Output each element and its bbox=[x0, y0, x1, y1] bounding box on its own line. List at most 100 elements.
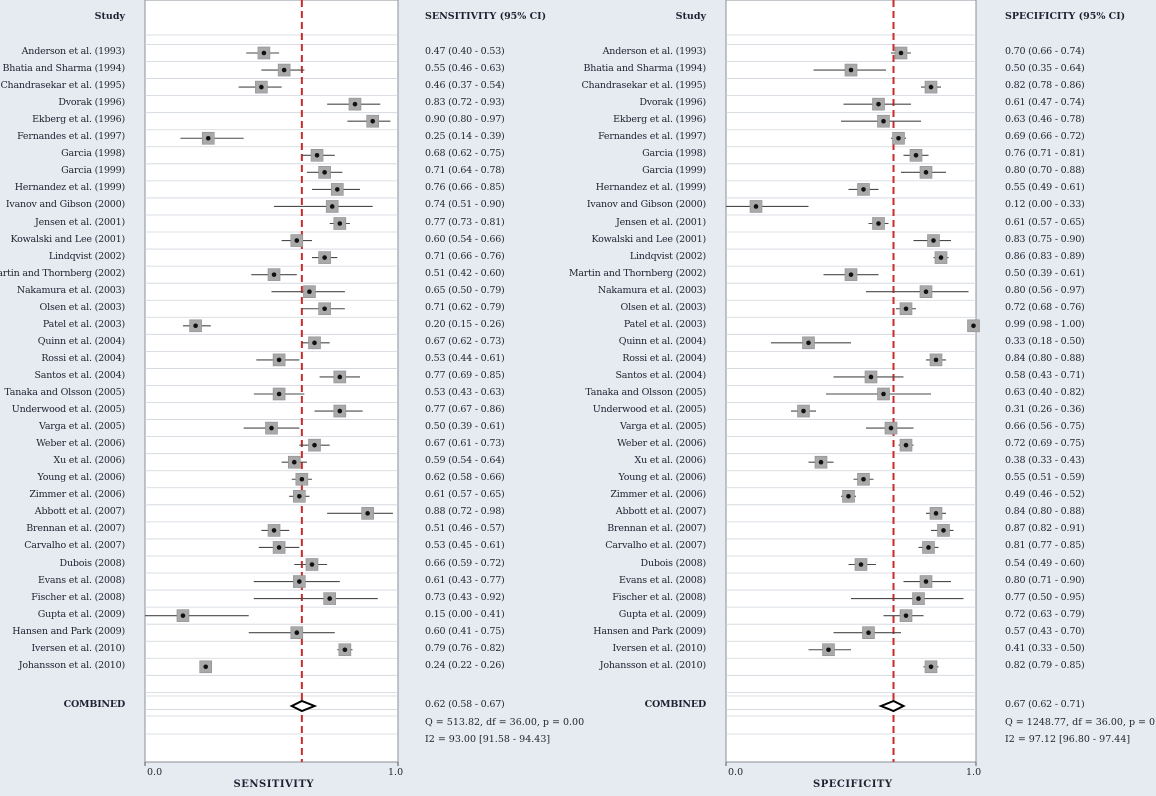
study-name: Johansson et al. (2010) bbox=[18, 659, 125, 671]
plot-area bbox=[144, 0, 399, 763]
point-estimate bbox=[269, 425, 274, 431]
study-ci-value: 0.72 (0.68 - 0.76) bbox=[1005, 301, 1085, 313]
study-column-header: Study bbox=[94, 11, 125, 22]
study-ci-value: 0.53 (0.44 - 0.61) bbox=[425, 352, 505, 364]
study-name: Quinn et al. (2004) bbox=[618, 335, 706, 347]
study-ci-value: 0.68 (0.62 - 0.75) bbox=[425, 148, 505, 160]
study-name: Johansson et al. (2010) bbox=[599, 659, 706, 671]
study-name: Evans et al. (2008) bbox=[38, 574, 125, 586]
plot-area bbox=[725, 0, 977, 763]
combined-ci-value: 0.62 (0.58 - 0.67) bbox=[425, 699, 505, 710]
point-estimate bbox=[271, 272, 277, 277]
study-name: Santos et al. (2004) bbox=[615, 369, 706, 381]
point-estimate bbox=[259, 84, 264, 90]
point-estimate bbox=[261, 50, 267, 56]
forest-plot-svg bbox=[725, 0, 980, 766]
point-estimate bbox=[848, 272, 854, 277]
study-ci-value: 0.51 (0.46 - 0.57) bbox=[425, 523, 505, 535]
study-name: Rossi et al. (2004) bbox=[622, 352, 706, 364]
study-name: Iversen et al. (2010) bbox=[612, 642, 706, 654]
study-name: Jensen et al. (2001) bbox=[616, 216, 706, 228]
point-estimate bbox=[861, 476, 866, 482]
study-ci-value: 0.99 (0.98 - 1.00) bbox=[1005, 318, 1085, 330]
study-ci-value: 0.62 (0.58 - 0.66) bbox=[425, 472, 505, 484]
study-ci-value: 0.66 (0.56 - 0.75) bbox=[1005, 421, 1085, 433]
study-name: Martin and Thornberg (2002) bbox=[0, 267, 125, 279]
point-estimate bbox=[926, 545, 931, 550]
point-estimate bbox=[826, 647, 831, 653]
study-ci-value: 0.72 (0.63 - 0.79) bbox=[1005, 608, 1085, 620]
point-estimate bbox=[916, 596, 921, 601]
study-name: Varga et al. (2005) bbox=[39, 421, 125, 433]
study-ci-value: 0.58 (0.43 - 0.71) bbox=[1005, 369, 1085, 381]
study-name: Evans et al. (2008) bbox=[619, 574, 706, 586]
point-estimate bbox=[281, 67, 287, 73]
x-axis-label: SENSITIVITY bbox=[233, 779, 315, 790]
point-estimate bbox=[818, 459, 824, 465]
point-estimate bbox=[312, 442, 317, 448]
sensitivity-forest-panel: Anderson et al. (1993) 0.47 (0.40 - 0.53)… bbox=[0, 0, 584, 790]
point-estimate bbox=[876, 101, 881, 107]
study-ci-value: 0.87 (0.82 - 0.91) bbox=[1005, 523, 1085, 535]
heterogeneity-stat: I2 = 93.00 [91.58 - 94.43] bbox=[425, 734, 551, 745]
study-ci-value: 0.84 (0.80 - 0.88) bbox=[1005, 506, 1085, 518]
study-ci-value: 0.55 (0.49 - 0.61) bbox=[1005, 182, 1085, 194]
study-name: Patel et al. (2003) bbox=[623, 318, 706, 330]
study-ci-value: 0.77 (0.73 - 0.81) bbox=[425, 216, 505, 228]
study-name: Martin and Thornberg (2002) bbox=[568, 267, 706, 279]
specificity-forest-panel: Anderson et al. (1993) 0.70 (0.66 - 0.74)… bbox=[569, 0, 1156, 796]
point-estimate bbox=[271, 528, 277, 533]
x-tick-label: 0.0 bbox=[728, 767, 744, 778]
study-name: Kowalski and Lee (2001) bbox=[591, 233, 706, 245]
point-estimate bbox=[180, 613, 186, 618]
point-estimate bbox=[337, 374, 343, 380]
study-name: Chandrasekar et al. (1995) bbox=[581, 80, 706, 92]
study-ci-value: 0.77 (0.67 - 0.86) bbox=[425, 404, 505, 416]
study-name: Carvalho et al. (2007) bbox=[24, 540, 125, 552]
study-ci-value: 0.46 (0.37 - 0.54) bbox=[425, 80, 505, 92]
point-estimate bbox=[203, 664, 209, 670]
point-estimate bbox=[933, 357, 939, 363]
point-estimate bbox=[923, 289, 929, 295]
study-name: Olsen et al. (2003) bbox=[620, 301, 707, 313]
study-name: Dubois (2008) bbox=[640, 557, 707, 569]
combined-diamond bbox=[289, 699, 318, 713]
study-ci-value: 0.76 (0.71 - 0.81) bbox=[1005, 148, 1085, 160]
study-name: Tanaka and Olsson (2005) bbox=[585, 387, 706, 398]
point-estimate bbox=[923, 170, 929, 175]
study-name: Abbott et al. (2007) bbox=[615, 506, 706, 518]
study-ci-value: 0.66 (0.59 - 0.72) bbox=[425, 557, 505, 569]
study-ci-value: 0.83 (0.72 - 0.93) bbox=[425, 97, 505, 109]
study-name: Brennan et al. (2007) bbox=[607, 523, 706, 535]
study-name: Hernandez et al. (1999) bbox=[14, 182, 125, 194]
study-ci-value: 0.20 (0.15 - 0.26) bbox=[425, 318, 505, 330]
study-name: Garcia (1998) bbox=[61, 148, 125, 160]
study-name: Fischer et al. (2008) bbox=[31, 591, 125, 603]
study-name: Bhatia and Sharma (1994) bbox=[583, 63, 707, 75]
study-ci-value: 0.53 (0.45 - 0.61) bbox=[425, 540, 505, 552]
point-estimate bbox=[307, 289, 312, 295]
study-name: Kowalski and Lee (2001) bbox=[10, 233, 125, 245]
point-estimate bbox=[193, 323, 198, 329]
study-ci-value: 0.61 (0.57 - 0.65) bbox=[425, 489, 505, 501]
point-estimate bbox=[299, 476, 305, 482]
study-name: Lindqvist (2002) bbox=[629, 250, 706, 262]
point-estimate bbox=[337, 408, 343, 414]
study-ci-value: 0.38 (0.33 - 0.43) bbox=[1005, 455, 1085, 467]
study-ci-value: 0.63 (0.40 - 0.82) bbox=[1005, 387, 1085, 398]
study-ci-value: 0.82 (0.79 - 0.85) bbox=[1005, 659, 1085, 671]
point-estimate bbox=[858, 562, 864, 567]
forest-plot-svg bbox=[144, 0, 399, 766]
point-estimate bbox=[938, 255, 944, 260]
study-name: Fischer et al. (2008) bbox=[612, 591, 706, 603]
point-estimate bbox=[337, 221, 343, 226]
point-estimate bbox=[881, 118, 886, 124]
point-estimate bbox=[322, 306, 327, 312]
study-ci-value: 0.83 (0.75 - 0.90) bbox=[1005, 233, 1085, 245]
point-estimate bbox=[933, 511, 939, 516]
combined-diamond bbox=[878, 699, 906, 713]
study-name: Brennan et al. (2007) bbox=[26, 523, 125, 535]
x-tick-label: 0.0 bbox=[147, 767, 163, 778]
study-name: Fernandes et al. (1997) bbox=[598, 131, 706, 143]
study-ci-value: 0.67 (0.62 - 0.73) bbox=[425, 335, 505, 347]
